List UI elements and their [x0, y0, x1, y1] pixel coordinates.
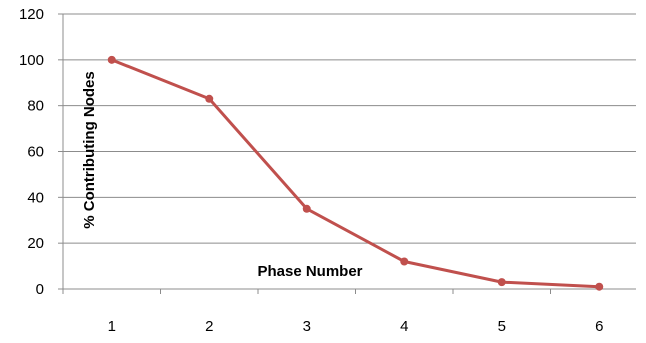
y-tick-label: 20 — [27, 235, 44, 252]
data-point — [400, 257, 409, 266]
y-tick-label: 40 — [27, 189, 44, 206]
axes — [58, 13, 636, 294]
data-point — [497, 278, 506, 287]
data-point — [302, 204, 311, 213]
tick-labels: 0 20 40 60 80 100 120 1 2 3 4 5 6 — [19, 6, 603, 335]
y-tick-label: 100 — [19, 52, 44, 69]
y-tick-label: 80 — [27, 98, 44, 115]
data-point — [205, 94, 214, 103]
x-tick-label: 2 — [205, 318, 213, 335]
x-tick-label: 1 — [108, 318, 116, 335]
series-line — [110, 58, 601, 289]
x-tick-label: 3 — [303, 318, 311, 335]
y-tick-label: 120 — [19, 6, 44, 23]
y-tick-label: 60 — [27, 144, 44, 161]
y-tick-label: 0 — [36, 281, 44, 298]
x-tick-label: 4 — [400, 318, 408, 335]
gridlines — [63, 13, 636, 244]
y-axis-title: % Contributing Nodes — [81, 71, 98, 229]
data-point — [107, 55, 116, 64]
x-axis-title: Phase Number — [257, 263, 362, 280]
data-point — [595, 282, 604, 291]
x-tick-label: 6 — [595, 318, 603, 335]
x-tick-label: 5 — [498, 318, 506, 335]
data-series — [107, 55, 604, 291]
